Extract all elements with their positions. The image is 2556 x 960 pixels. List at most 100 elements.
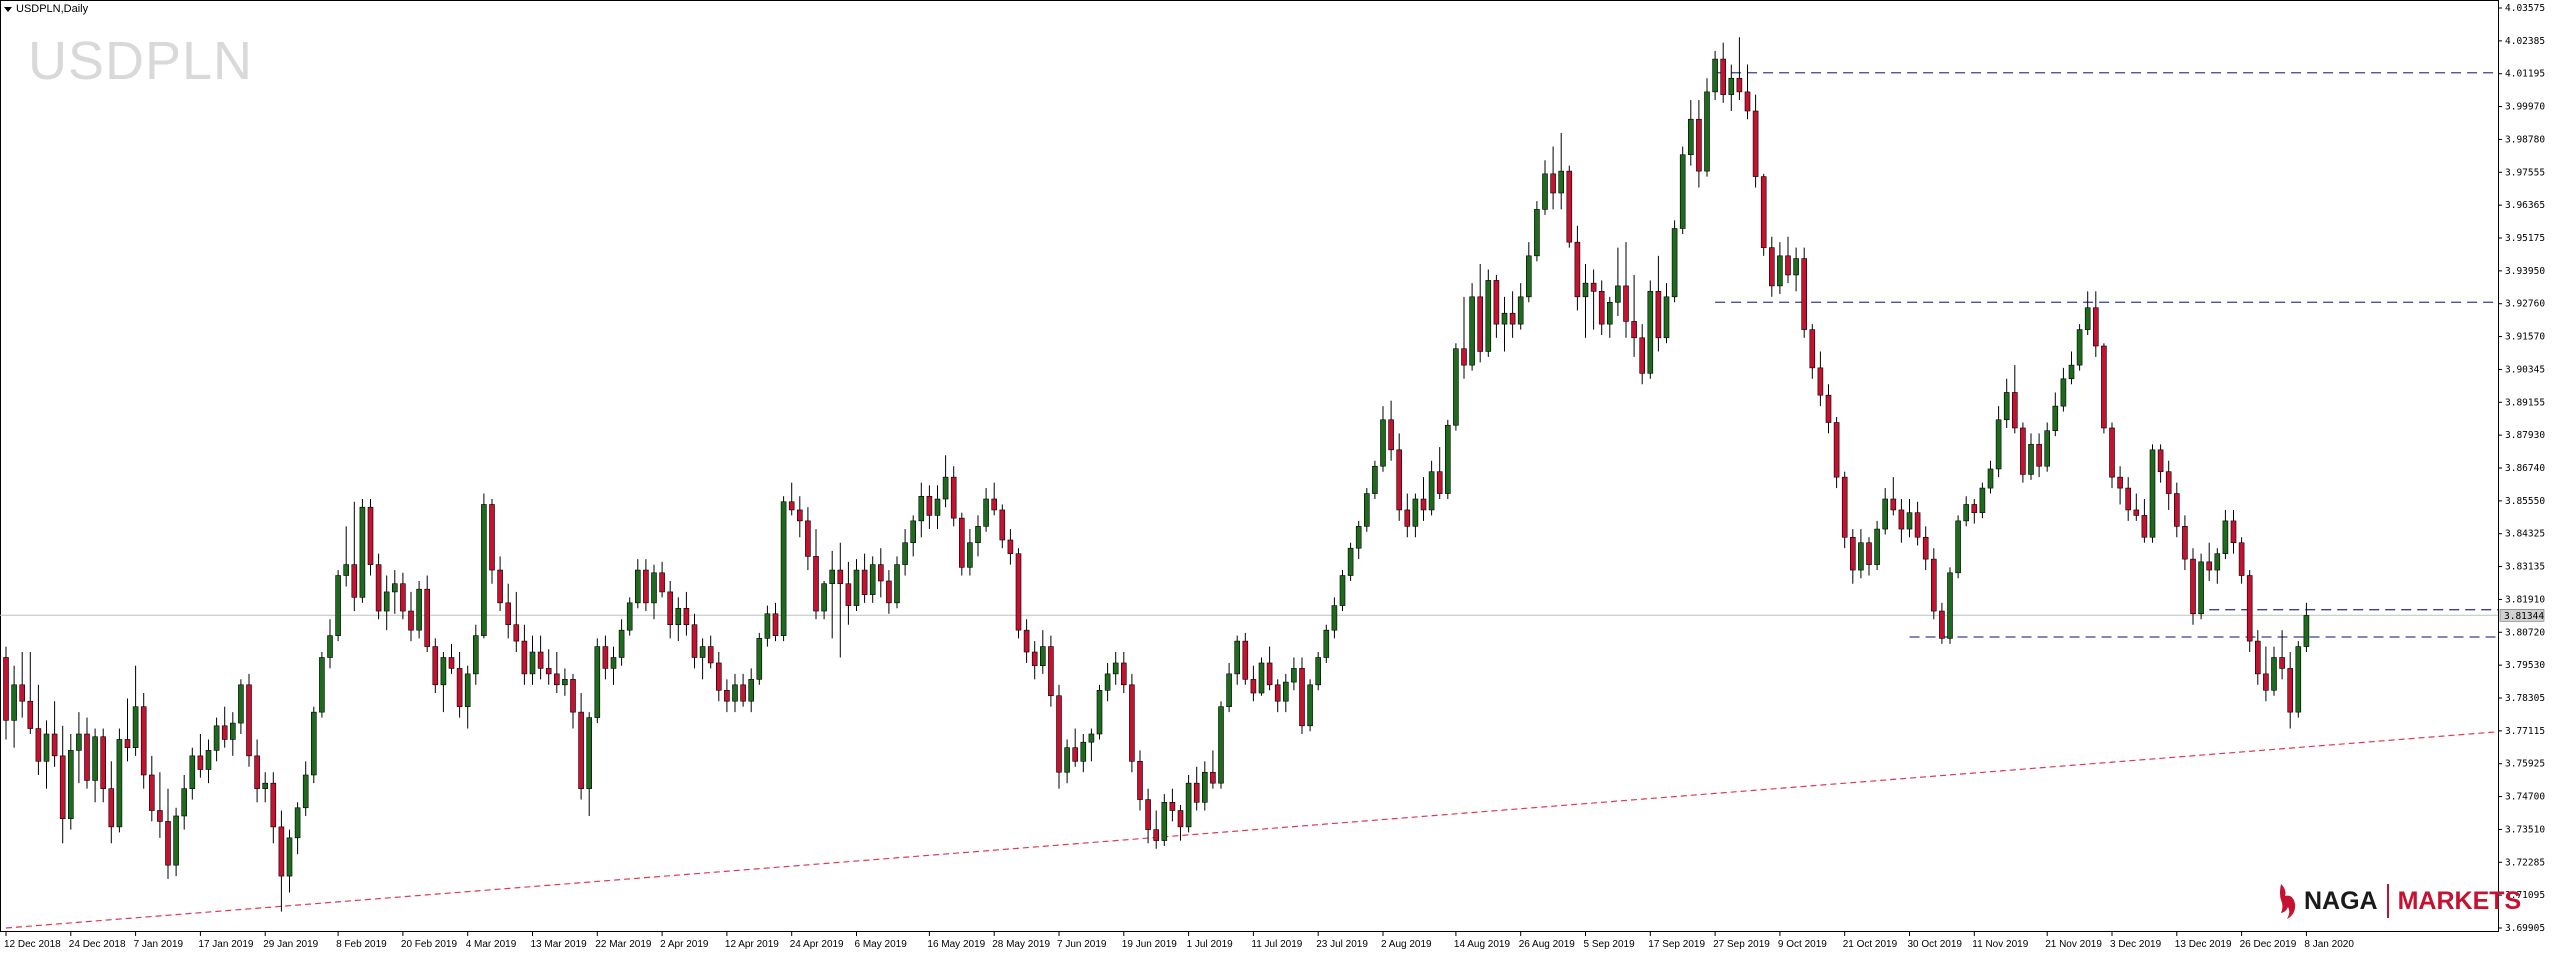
candle[interactable] xyxy=(1169,788,1176,822)
candle[interactable] xyxy=(805,507,811,571)
candle[interactable] xyxy=(472,624,479,685)
candle[interactable] xyxy=(2222,509,2229,560)
candle[interactable] xyxy=(2060,367,2067,412)
candle[interactable] xyxy=(1283,673,1289,713)
candle[interactable] xyxy=(1040,630,1046,674)
candle[interactable] xyxy=(1274,679,1281,713)
candle[interactable] xyxy=(1137,750,1143,811)
candle[interactable] xyxy=(683,591,690,636)
candle[interactable] xyxy=(1007,529,1014,565)
candle[interactable] xyxy=(1088,728,1095,762)
candle[interactable] xyxy=(1914,501,1921,546)
candle[interactable] xyxy=(570,673,576,729)
candle[interactable] xyxy=(335,570,341,642)
candle[interactable] xyxy=(1153,810,1159,849)
candle[interactable] xyxy=(2238,537,2245,584)
candle[interactable] xyxy=(319,652,325,718)
candle[interactable] xyxy=(562,668,568,696)
candle[interactable] xyxy=(991,482,998,516)
candle[interactable] xyxy=(1858,529,1864,579)
candle[interactable] xyxy=(942,455,949,508)
candle[interactable] xyxy=(894,556,900,609)
candle[interactable] xyxy=(2165,460,2172,510)
candle[interactable] xyxy=(837,542,844,658)
candle[interactable] xyxy=(1987,460,1994,494)
candle[interactable] xyxy=(2263,646,2269,702)
candle[interactable] xyxy=(2190,548,2196,625)
candle[interactable] xyxy=(707,635,714,669)
candle[interactable] xyxy=(116,728,123,833)
candle[interactable] xyxy=(2182,515,2188,571)
candle[interactable] xyxy=(416,580,422,639)
candle[interactable] xyxy=(740,673,746,707)
candle[interactable] xyxy=(2020,422,2026,483)
candle[interactable] xyxy=(1922,526,1929,571)
candle[interactable] xyxy=(796,496,803,538)
candle[interactable] xyxy=(1947,567,1953,644)
candle[interactable] xyxy=(1793,247,1799,292)
candle[interactable] xyxy=(1663,283,1670,344)
candle[interactable] xyxy=(1760,173,1767,256)
candle[interactable] xyxy=(230,712,236,756)
candle[interactable] xyxy=(2174,482,2180,538)
candle[interactable] xyxy=(1744,64,1751,120)
candle[interactable] xyxy=(2068,351,2075,385)
candle[interactable] xyxy=(667,580,674,639)
candle[interactable] xyxy=(35,684,42,775)
time-axis[interactable]: 12 Dec 2018 24 Dec 2018 7 Jan 2019 17 Jan 2… xyxy=(4,932,2354,950)
candle[interactable] xyxy=(958,512,965,576)
candle[interactable] xyxy=(926,485,933,530)
candle[interactable] xyxy=(310,706,317,784)
candle[interactable] xyxy=(1720,42,1726,103)
candle[interactable] xyxy=(1979,482,1986,519)
candle[interactable] xyxy=(1931,548,1937,620)
candle[interactable] xyxy=(1266,646,1273,691)
support-trendline[interactable] xyxy=(5,731,2499,929)
candle[interactable] xyxy=(1347,542,1354,581)
candle[interactable] xyxy=(553,652,560,694)
candle[interactable] xyxy=(1688,100,1694,166)
candle[interactable] xyxy=(537,635,544,680)
candle[interactable] xyxy=(1542,160,1548,215)
candle[interactable] xyxy=(456,652,463,718)
candle[interactable] xyxy=(2157,444,2164,483)
candle[interactable] xyxy=(1064,739,1070,784)
candle[interactable] xyxy=(845,561,852,625)
candle[interactable] xyxy=(1785,236,1791,284)
candle[interactable] xyxy=(1445,419,1451,500)
candle[interactable] xyxy=(1736,37,1743,101)
candle[interactable] xyxy=(1015,548,1022,639)
candle[interactable] xyxy=(3,646,9,740)
candle[interactable] xyxy=(1145,788,1151,844)
candle[interactable] xyxy=(1655,255,1662,352)
candle[interactable] xyxy=(829,550,836,639)
candle[interactable] xyxy=(92,728,98,803)
candle[interactable] xyxy=(1372,460,1378,500)
candle[interactable] xyxy=(1582,264,1589,338)
candle[interactable] xyxy=(2101,343,2107,434)
candle[interactable] xyxy=(1023,619,1030,663)
candle[interactable] xyxy=(594,638,601,724)
candle[interactable] xyxy=(910,515,917,557)
candle[interactable] xyxy=(748,668,755,713)
candle[interactable] xyxy=(1291,657,1297,691)
candle[interactable] xyxy=(1882,488,1888,535)
candle[interactable] xyxy=(132,665,139,756)
candle[interactable] xyxy=(764,605,771,647)
candle[interactable] xyxy=(400,572,406,620)
candle[interactable] xyxy=(2093,291,2099,357)
candle[interactable] xyxy=(1250,665,1257,702)
candle[interactable] xyxy=(1242,632,1249,685)
candle[interactable] xyxy=(1777,242,1783,295)
candle[interactable] xyxy=(1436,447,1443,500)
candle[interactable] xyxy=(76,712,82,784)
candle[interactable] xyxy=(2271,646,2277,696)
candle[interactable] xyxy=(1485,269,1492,357)
candle[interactable] xyxy=(1550,146,1556,210)
candle[interactable] xyxy=(1477,264,1483,363)
candle[interactable] xyxy=(918,482,925,538)
candle[interactable] xyxy=(586,712,593,816)
candle[interactable] xyxy=(489,499,495,584)
candle[interactable] xyxy=(1469,283,1475,371)
